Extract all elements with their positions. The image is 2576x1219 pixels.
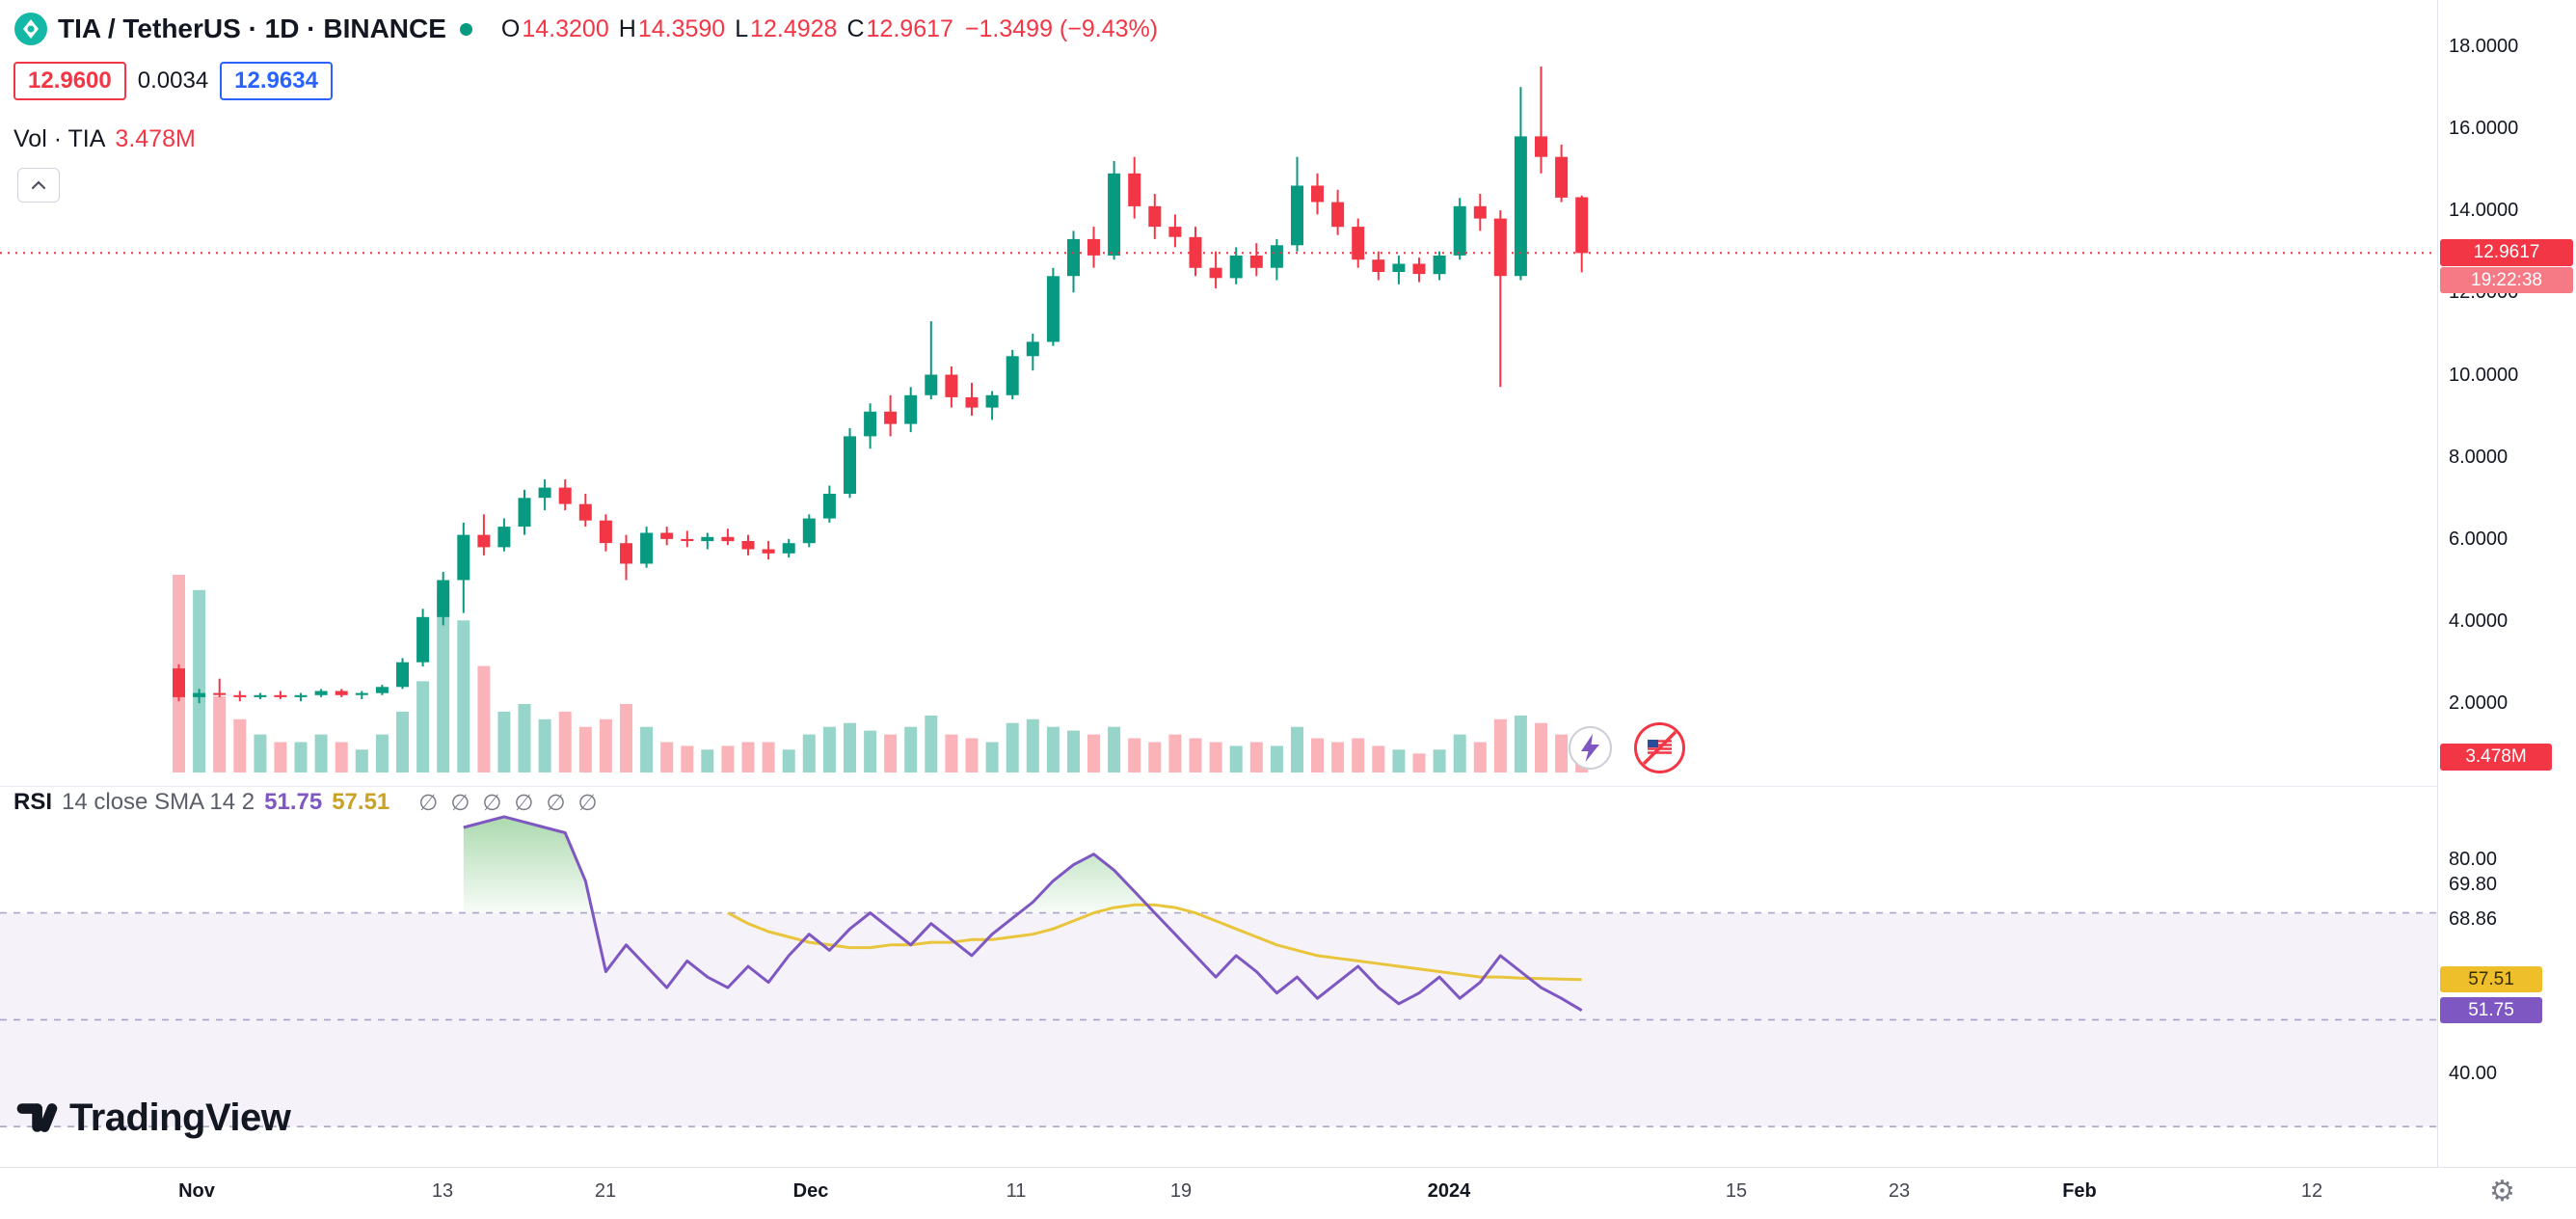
us-market-status-button[interactable] bbox=[1632, 720, 1687, 780]
empty-set-icon: ∅ bbox=[514, 789, 534, 815]
close-value: 12.9617 bbox=[866, 14, 953, 42]
low-value: 12.4928 bbox=[750, 14, 838, 42]
collapse-legend-button[interactable] bbox=[17, 168, 60, 203]
buy-price-button[interactable]: 12.9634 bbox=[220, 62, 333, 100]
symbol-legend: TIA / TetherUS · 1D · BINANCE O 14.3200 H… bbox=[13, 12, 1158, 46]
empty-set-icon: ∅ bbox=[482, 789, 502, 815]
time-tick-label: 21 bbox=[594, 1180, 617, 1202]
tradingview-wordmark: TradingView bbox=[69, 1096, 291, 1139]
rsi-tick-label: 69.80 bbox=[2449, 874, 2498, 895]
time-tick-label: 15 bbox=[1725, 1180, 1748, 1202]
rsi-params: 14 close SMA 14 2 bbox=[62, 789, 255, 815]
time-axis-separator bbox=[0, 1167, 2576, 1168]
tradingview-logo[interactable]: TradingView bbox=[15, 1096, 291, 1140]
spread-value: 0.0034 bbox=[137, 68, 209, 94]
rsi-tick-label: 80.00 bbox=[2449, 849, 2498, 870]
rsi-current-value: 51.75 bbox=[264, 789, 323, 815]
time-tick-label: 2024 bbox=[1427, 1180, 1471, 1202]
time-tick-label: Feb bbox=[2062, 1180, 2097, 1202]
time-tick-label: Dec bbox=[792, 1180, 829, 1202]
bid-ask-row: 12.9600 0.0034 12.9634 bbox=[13, 62, 333, 100]
current-price-badge: 12.9617 bbox=[2440, 239, 2573, 266]
price-tick-label: 14.0000 bbox=[2449, 200, 2519, 221]
change-value: −1.3499 (−9.43%) bbox=[964, 14, 1159, 42]
tradingview-mark-icon bbox=[16, 1103, 58, 1132]
volume-label: Vol · TIA bbox=[13, 125, 106, 152]
price-tick-label: 8.0000 bbox=[2449, 447, 2509, 468]
high-value: 14.3590 bbox=[637, 14, 726, 42]
price-tick-label: 6.0000 bbox=[2449, 528, 2509, 550]
rsi-legend[interactable]: RSI 14 close SMA 14 2 51.75 57.51 ∅ ∅ ∅ ∅ ∅ ∅ bbox=[13, 789, 598, 816]
time-tick-label: 13 bbox=[431, 1180, 454, 1202]
rsi-tick-label: 40.00 bbox=[2449, 1063, 2498, 1084]
price-axis-separator bbox=[2437, 0, 2438, 1167]
chevron-up-icon bbox=[31, 180, 46, 190]
volume-value: 3.478M bbox=[115, 125, 196, 152]
rsi-sma-badge: 57.51 bbox=[2440, 966, 2542, 992]
lightning-icon bbox=[1569, 726, 1612, 770]
us-flag-restricted-icon bbox=[1634, 722, 1685, 773]
price-tick-label: 10.0000 bbox=[2449, 365, 2519, 386]
price-tick-label: 18.0000 bbox=[2449, 36, 2519, 57]
rsi-value-badge: 51.75 bbox=[2440, 997, 2542, 1023]
sell-price-button[interactable]: 12.9600 bbox=[13, 62, 126, 100]
gear-icon[interactable]: ⚙ bbox=[2489, 1176, 2515, 1207]
rsi-title: RSI bbox=[13, 789, 53, 815]
rsi-placeholder-icons: ∅ ∅ ∅ ∅ ∅ ∅ bbox=[418, 790, 597, 816]
high-label: H bbox=[618, 14, 636, 42]
volume-axis-badge: 3.478M bbox=[2440, 744, 2552, 771]
time-tick-label: 19 bbox=[1169, 1180, 1193, 1202]
time-tick-label: 23 bbox=[1888, 1180, 1911, 1202]
symbol-logo-icon bbox=[13, 12, 48, 46]
market-status-icon[interactable] bbox=[459, 22, 472, 36]
price-tick-label: 16.0000 bbox=[2449, 118, 2519, 139]
volume-legend: Vol · TIA 3.478M bbox=[13, 125, 196, 153]
pane-divider[interactable] bbox=[0, 786, 2437, 787]
low-label: L bbox=[735, 14, 749, 42]
empty-set-icon: ∅ bbox=[418, 789, 439, 815]
countdown-badge: 19:22:38 bbox=[2440, 267, 2573, 293]
time-axis[interactable] bbox=[0, 1168, 2576, 1219]
time-tick-label: 11 bbox=[1006, 1180, 1027, 1202]
empty-set-icon: ∅ bbox=[577, 789, 598, 815]
time-tick-label: Nov bbox=[178, 1180, 215, 1202]
rsi-sma-value: 57.51 bbox=[332, 789, 390, 815]
empty-set-icon: ∅ bbox=[546, 789, 566, 815]
open-label: O bbox=[500, 14, 521, 42]
symbol-title[interactable]: TIA / TetherUS · 1D · BINANCE bbox=[58, 14, 446, 43]
price-tick-label: 4.0000 bbox=[2449, 610, 2509, 632]
time-tick-label: 12 bbox=[2300, 1180, 2323, 1202]
empty-set-icon: ∅ bbox=[450, 789, 470, 815]
open-value: 14.3200 bbox=[522, 14, 609, 42]
price-tick-label: 2.0000 bbox=[2449, 692, 2509, 714]
ohlc-values: O 14.3200 H 14.3590 L 12.4928 C 12.9617 −1.3… bbox=[492, 15, 1158, 43]
close-label: C bbox=[846, 14, 865, 42]
boost-button[interactable] bbox=[1568, 725, 1613, 775]
rsi-tick-label: 68.86 bbox=[2449, 908, 2498, 930]
